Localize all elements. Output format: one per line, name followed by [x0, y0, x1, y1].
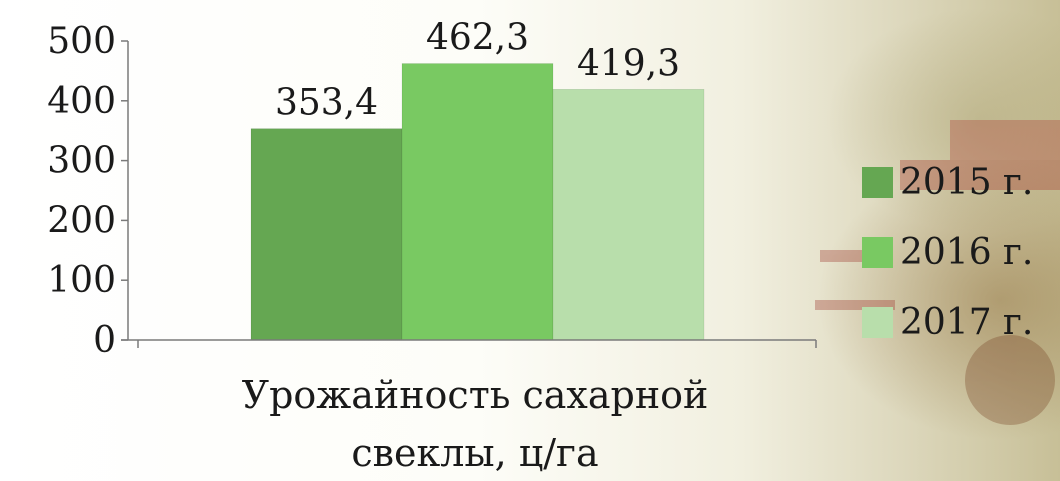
- bar-2016: [401, 63, 554, 341]
- y-tick-label: 300: [47, 141, 116, 182]
- y-tick-label: 500: [47, 21, 116, 62]
- bar-2017: [552, 89, 705, 341]
- y-axis: 0 100 200 300 400 500: [47, 21, 129, 361]
- legend: 2015 г. 2016 г. 2017 г.: [862, 162, 1033, 343]
- y-tick-label: 200: [47, 200, 116, 241]
- y-tick-label: 100: [47, 260, 116, 301]
- legend-swatch: [862, 307, 893, 338]
- bar-value-label: 462,3: [426, 18, 529, 59]
- harvester-reel: [815, 300, 895, 310]
- x-axis-category-label: Урожайность сахарной: [242, 373, 709, 417]
- x-axis-category-label: свеклы, ц/га: [351, 431, 598, 475]
- y-tick-label: 0: [93, 320, 116, 361]
- bars: 353,4 462,3 419,3: [250, 18, 705, 341]
- legend-swatch: [862, 237, 893, 268]
- bar-2015: [250, 128, 403, 341]
- harvester-cab: [950, 120, 1060, 160]
- harvester-wheel: [965, 335, 1055, 425]
- y-tick-label: 400: [47, 81, 116, 122]
- harvester-body: [900, 160, 1060, 190]
- bar-value-label: 419,3: [577, 43, 680, 84]
- x-axis: Урожайность сахарной свеклы, ц/га: [121, 339, 817, 475]
- legend-swatch: [862, 167, 893, 198]
- legend-label: 2015 г.: [900, 162, 1033, 203]
- legend-label: 2017 г.: [900, 302, 1033, 343]
- legend-label: 2016 г.: [900, 232, 1033, 273]
- bar-value-label: 353,4: [275, 83, 378, 124]
